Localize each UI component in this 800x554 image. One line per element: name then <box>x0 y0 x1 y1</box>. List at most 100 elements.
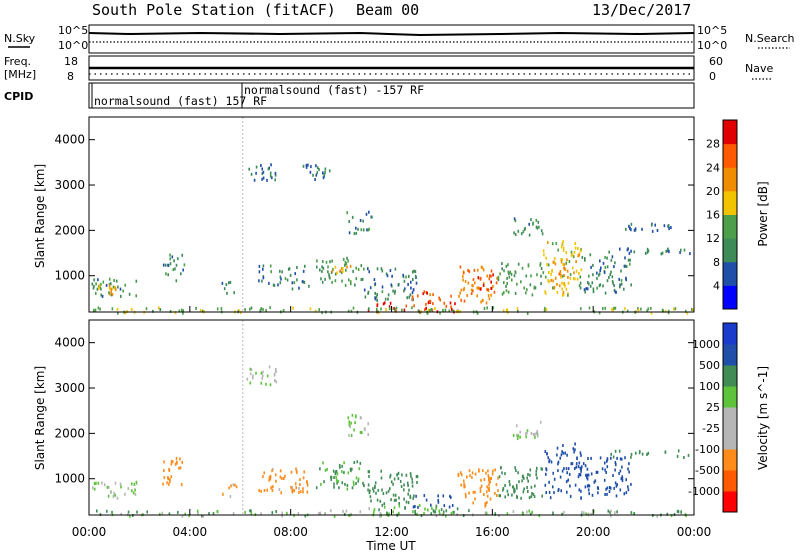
data-cell <box>529 473 531 477</box>
data-cell <box>587 488 590 492</box>
data-cell <box>321 265 323 269</box>
data-cell <box>612 308 614 312</box>
data-cell <box>133 483 136 486</box>
data-cell <box>460 298 462 302</box>
data-cell <box>100 293 102 297</box>
data-cell <box>373 508 376 511</box>
data-cell <box>367 488 369 492</box>
data-cell <box>485 511 488 515</box>
data-cell <box>580 496 582 500</box>
data-cell <box>167 477 169 481</box>
data-cell <box>676 509 679 513</box>
data-cell <box>531 293 534 297</box>
data-cell <box>621 476 624 480</box>
data-cell <box>373 278 376 282</box>
data-cell <box>376 267 379 271</box>
data-cell <box>353 461 356 464</box>
data-cell <box>614 449 617 453</box>
data-cell <box>262 276 265 280</box>
data-cell <box>463 287 466 291</box>
data-cell <box>578 461 581 465</box>
data-cell <box>460 483 462 487</box>
data-cell <box>495 281 498 285</box>
data-cell <box>486 494 489 498</box>
data-cell <box>538 225 540 229</box>
colorbar-swatch <box>723 386 737 408</box>
data-cell <box>511 493 513 497</box>
data-cell <box>267 167 270 171</box>
data-cell <box>355 231 358 235</box>
data-cell <box>567 275 569 279</box>
data-cell <box>472 490 475 494</box>
data-cell <box>272 283 275 287</box>
data-cell <box>335 475 337 479</box>
data-cell <box>378 508 380 512</box>
data-cell <box>468 491 470 495</box>
colorbar-tick-label: -1000 <box>688 485 720 498</box>
data-cell <box>641 227 643 231</box>
data-cell <box>516 437 519 441</box>
data-cell <box>429 309 431 313</box>
data-cell <box>569 276 572 280</box>
data-cell <box>516 424 518 428</box>
data-cell <box>540 229 543 233</box>
data-cell <box>325 260 328 264</box>
data-cell <box>322 171 324 175</box>
data-cell <box>319 511 322 515</box>
data-cell <box>437 500 440 504</box>
data-cell <box>230 484 232 488</box>
data-cell <box>565 287 568 291</box>
data-cell <box>277 283 279 287</box>
data-cell <box>134 488 136 492</box>
data-cell <box>409 494 412 498</box>
data-cell <box>361 277 364 281</box>
data-cell <box>297 512 300 515</box>
data-cell <box>463 271 465 275</box>
data-cell <box>333 476 335 479</box>
data-cell <box>409 472 412 476</box>
data-cell <box>610 452 612 456</box>
data-cell <box>370 499 372 503</box>
data-cell <box>351 215 354 219</box>
data-cell <box>114 481 117 485</box>
data-cell <box>410 474 412 478</box>
data-cell <box>273 284 276 287</box>
data-cell <box>281 270 283 274</box>
data-cell <box>562 248 565 252</box>
data-cell <box>485 490 488 494</box>
data-cell <box>463 299 466 303</box>
data-cell <box>650 223 653 227</box>
data-cell <box>528 496 531 500</box>
data-cell <box>528 222 530 226</box>
data-cell <box>468 270 471 273</box>
data-cell <box>606 256 608 260</box>
data-cell <box>448 505 451 509</box>
data-cell <box>610 514 612 518</box>
data-cell <box>560 273 562 277</box>
data-cell <box>234 483 236 487</box>
data-cell <box>577 247 579 250</box>
data-cell <box>472 501 474 505</box>
data-cell <box>274 173 277 177</box>
data-cell <box>464 492 467 496</box>
data-cell <box>362 219 364 223</box>
data-cell <box>661 251 664 255</box>
data-cell <box>604 291 607 295</box>
data-cell <box>353 428 355 432</box>
data-cell <box>692 308 694 312</box>
data-cell <box>574 442 576 446</box>
data-cell <box>181 308 183 312</box>
data-cell <box>341 470 343 474</box>
colorbar-swatch <box>723 143 737 168</box>
data-cell <box>316 166 319 170</box>
data-cell <box>487 474 490 478</box>
data-cell <box>595 470 598 474</box>
data-cell <box>650 311 653 315</box>
data-cell <box>536 226 539 230</box>
data-cell <box>410 280 412 284</box>
data-cell <box>345 268 347 272</box>
data-cell <box>266 488 268 492</box>
data-cell <box>567 292 569 296</box>
data-cell <box>324 512 327 515</box>
data-cell <box>666 512 669 516</box>
